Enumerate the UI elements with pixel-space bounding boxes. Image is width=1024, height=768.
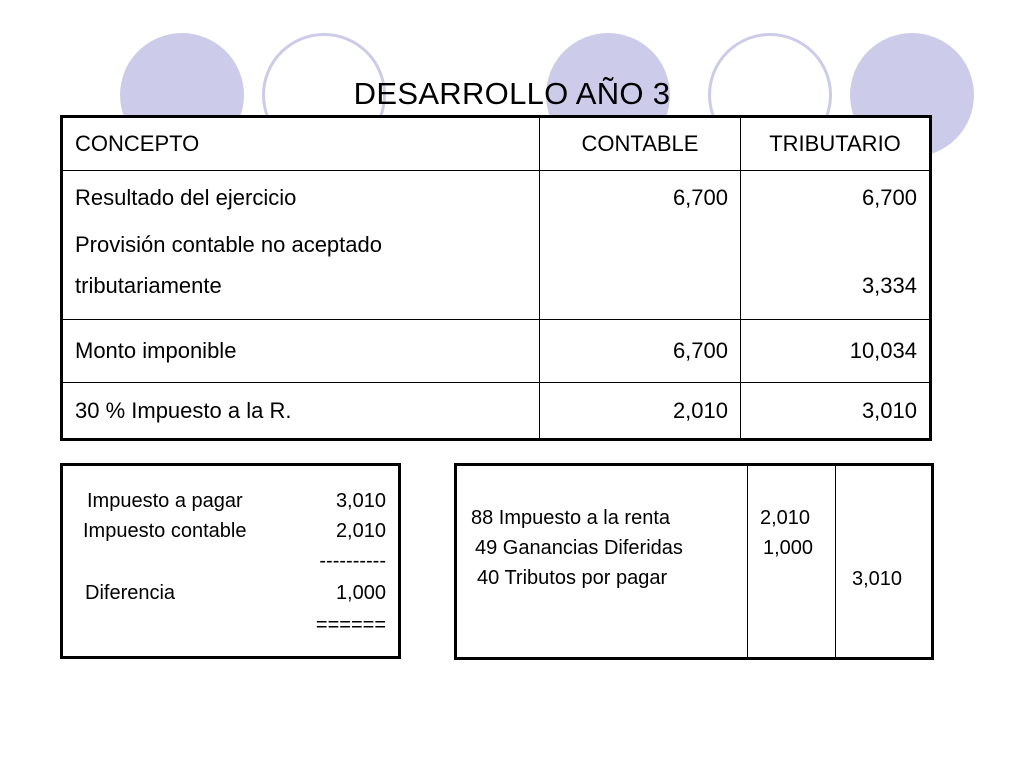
concepto-line: Provisión contable no aceptado xyxy=(75,232,382,257)
dash-separator: ---------- xyxy=(319,550,386,572)
entry-line-1: 88 Impuesto a la renta xyxy=(471,507,671,529)
dash-separator-row: ---------- xyxy=(63,550,398,578)
tax-difference-box: Impuesto a pagar 3,010 Impuesto contable… xyxy=(60,463,401,659)
impuesto-pagar-row: Impuesto a pagar 3,010 xyxy=(63,490,398,518)
equals-separator-row: ====== xyxy=(63,614,398,642)
table-row: Resultado del ejercicio Provisión contab… xyxy=(61,170,931,320)
cell-contable: 6,700 xyxy=(539,170,741,320)
entry-line-2: 49 Ganancias Diferidas xyxy=(475,537,683,559)
table-header-row: CONCEPTO CONTABLE TRIBUTARIO xyxy=(61,116,931,171)
contable-value xyxy=(552,224,728,265)
impuesto-pagar-label: Impuesto a pagar xyxy=(87,490,243,512)
cell-contable: 2,010 xyxy=(539,382,741,440)
credit-value: 3,010 xyxy=(852,568,903,590)
cell-concepto: Resultado del ejercicio Provisión contab… xyxy=(61,170,540,320)
tributario-value: 6,700 xyxy=(861,185,917,210)
cell-tributario: 6,700 3,334 xyxy=(740,170,931,320)
header-tributario: TRIBUTARIO xyxy=(740,116,931,171)
impuesto-contable-label: Impuesto contable xyxy=(83,520,247,542)
tributario-value: 3,334 xyxy=(861,273,917,298)
debit-value-1: 2,010 xyxy=(760,507,811,529)
impuesto-pagar-value: 3,010 xyxy=(335,490,386,512)
cell-tributario: 10,034 xyxy=(740,319,931,383)
concepto-line: tributariamente xyxy=(75,273,222,298)
concepto-line: Resultado del ejercicio xyxy=(75,185,297,210)
cell-concepto: 30 % Impuesto a la R. xyxy=(61,382,540,440)
impuesto-contable-value: 2,010 xyxy=(335,520,386,542)
table-row: 30 % Impuesto a la R. 2,010 3,010 xyxy=(61,382,931,440)
diferencia-row: Diferencia 1,000 xyxy=(63,582,398,610)
header-contable: CONTABLE xyxy=(539,116,741,171)
tributario-value xyxy=(753,224,917,265)
debit-value-2: 1,000 xyxy=(763,537,814,559)
diferencia-label: Diferencia xyxy=(85,582,176,604)
entry-line-3: 40 Tributos por pagar xyxy=(477,567,668,589)
cell-concepto: Monto imponible xyxy=(61,319,540,383)
column-divider xyxy=(747,466,748,657)
page-title: DESARROLLO AÑO 3 xyxy=(353,76,671,111)
column-divider xyxy=(835,466,836,657)
contable-value: 6,700 xyxy=(672,185,728,210)
contable-value xyxy=(552,265,728,306)
cell-contable: 6,700 xyxy=(539,319,741,383)
tax-comparison-table: CONCEPTO CONTABLE TRIBUTARIO Resultado d… xyxy=(60,115,932,441)
cell-tributario: 3,010 xyxy=(740,382,931,440)
header-concepto: CONCEPTO xyxy=(61,116,540,171)
diferencia-value: 1,000 xyxy=(335,582,386,604)
impuesto-contable-row: Impuesto contable 2,010 xyxy=(63,520,398,548)
table-row: Monto imponible 6,700 10,034 xyxy=(61,319,931,383)
equals-separator: ====== xyxy=(315,614,386,636)
journal-entry-box: 88 Impuesto a la renta 49 Ganancias Dife… xyxy=(454,463,934,660)
